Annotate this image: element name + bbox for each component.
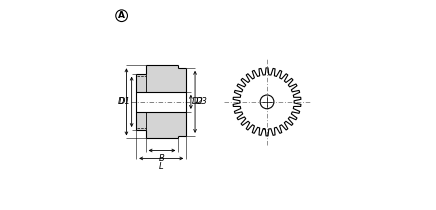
Text: A: A (118, 11, 125, 20)
Text: D3: D3 (196, 97, 208, 106)
Text: B: B (159, 154, 165, 163)
Bar (178, 68, 186, 92)
Text: D: D (118, 97, 125, 106)
Bar (178, 112, 186, 136)
Text: L: L (159, 162, 164, 171)
Bar (136, 112, 146, 130)
Bar (136, 74, 146, 92)
Bar (146, 65, 178, 92)
Bar (146, 112, 178, 138)
Text: D1: D1 (119, 97, 131, 106)
Text: D2: D2 (192, 97, 204, 106)
